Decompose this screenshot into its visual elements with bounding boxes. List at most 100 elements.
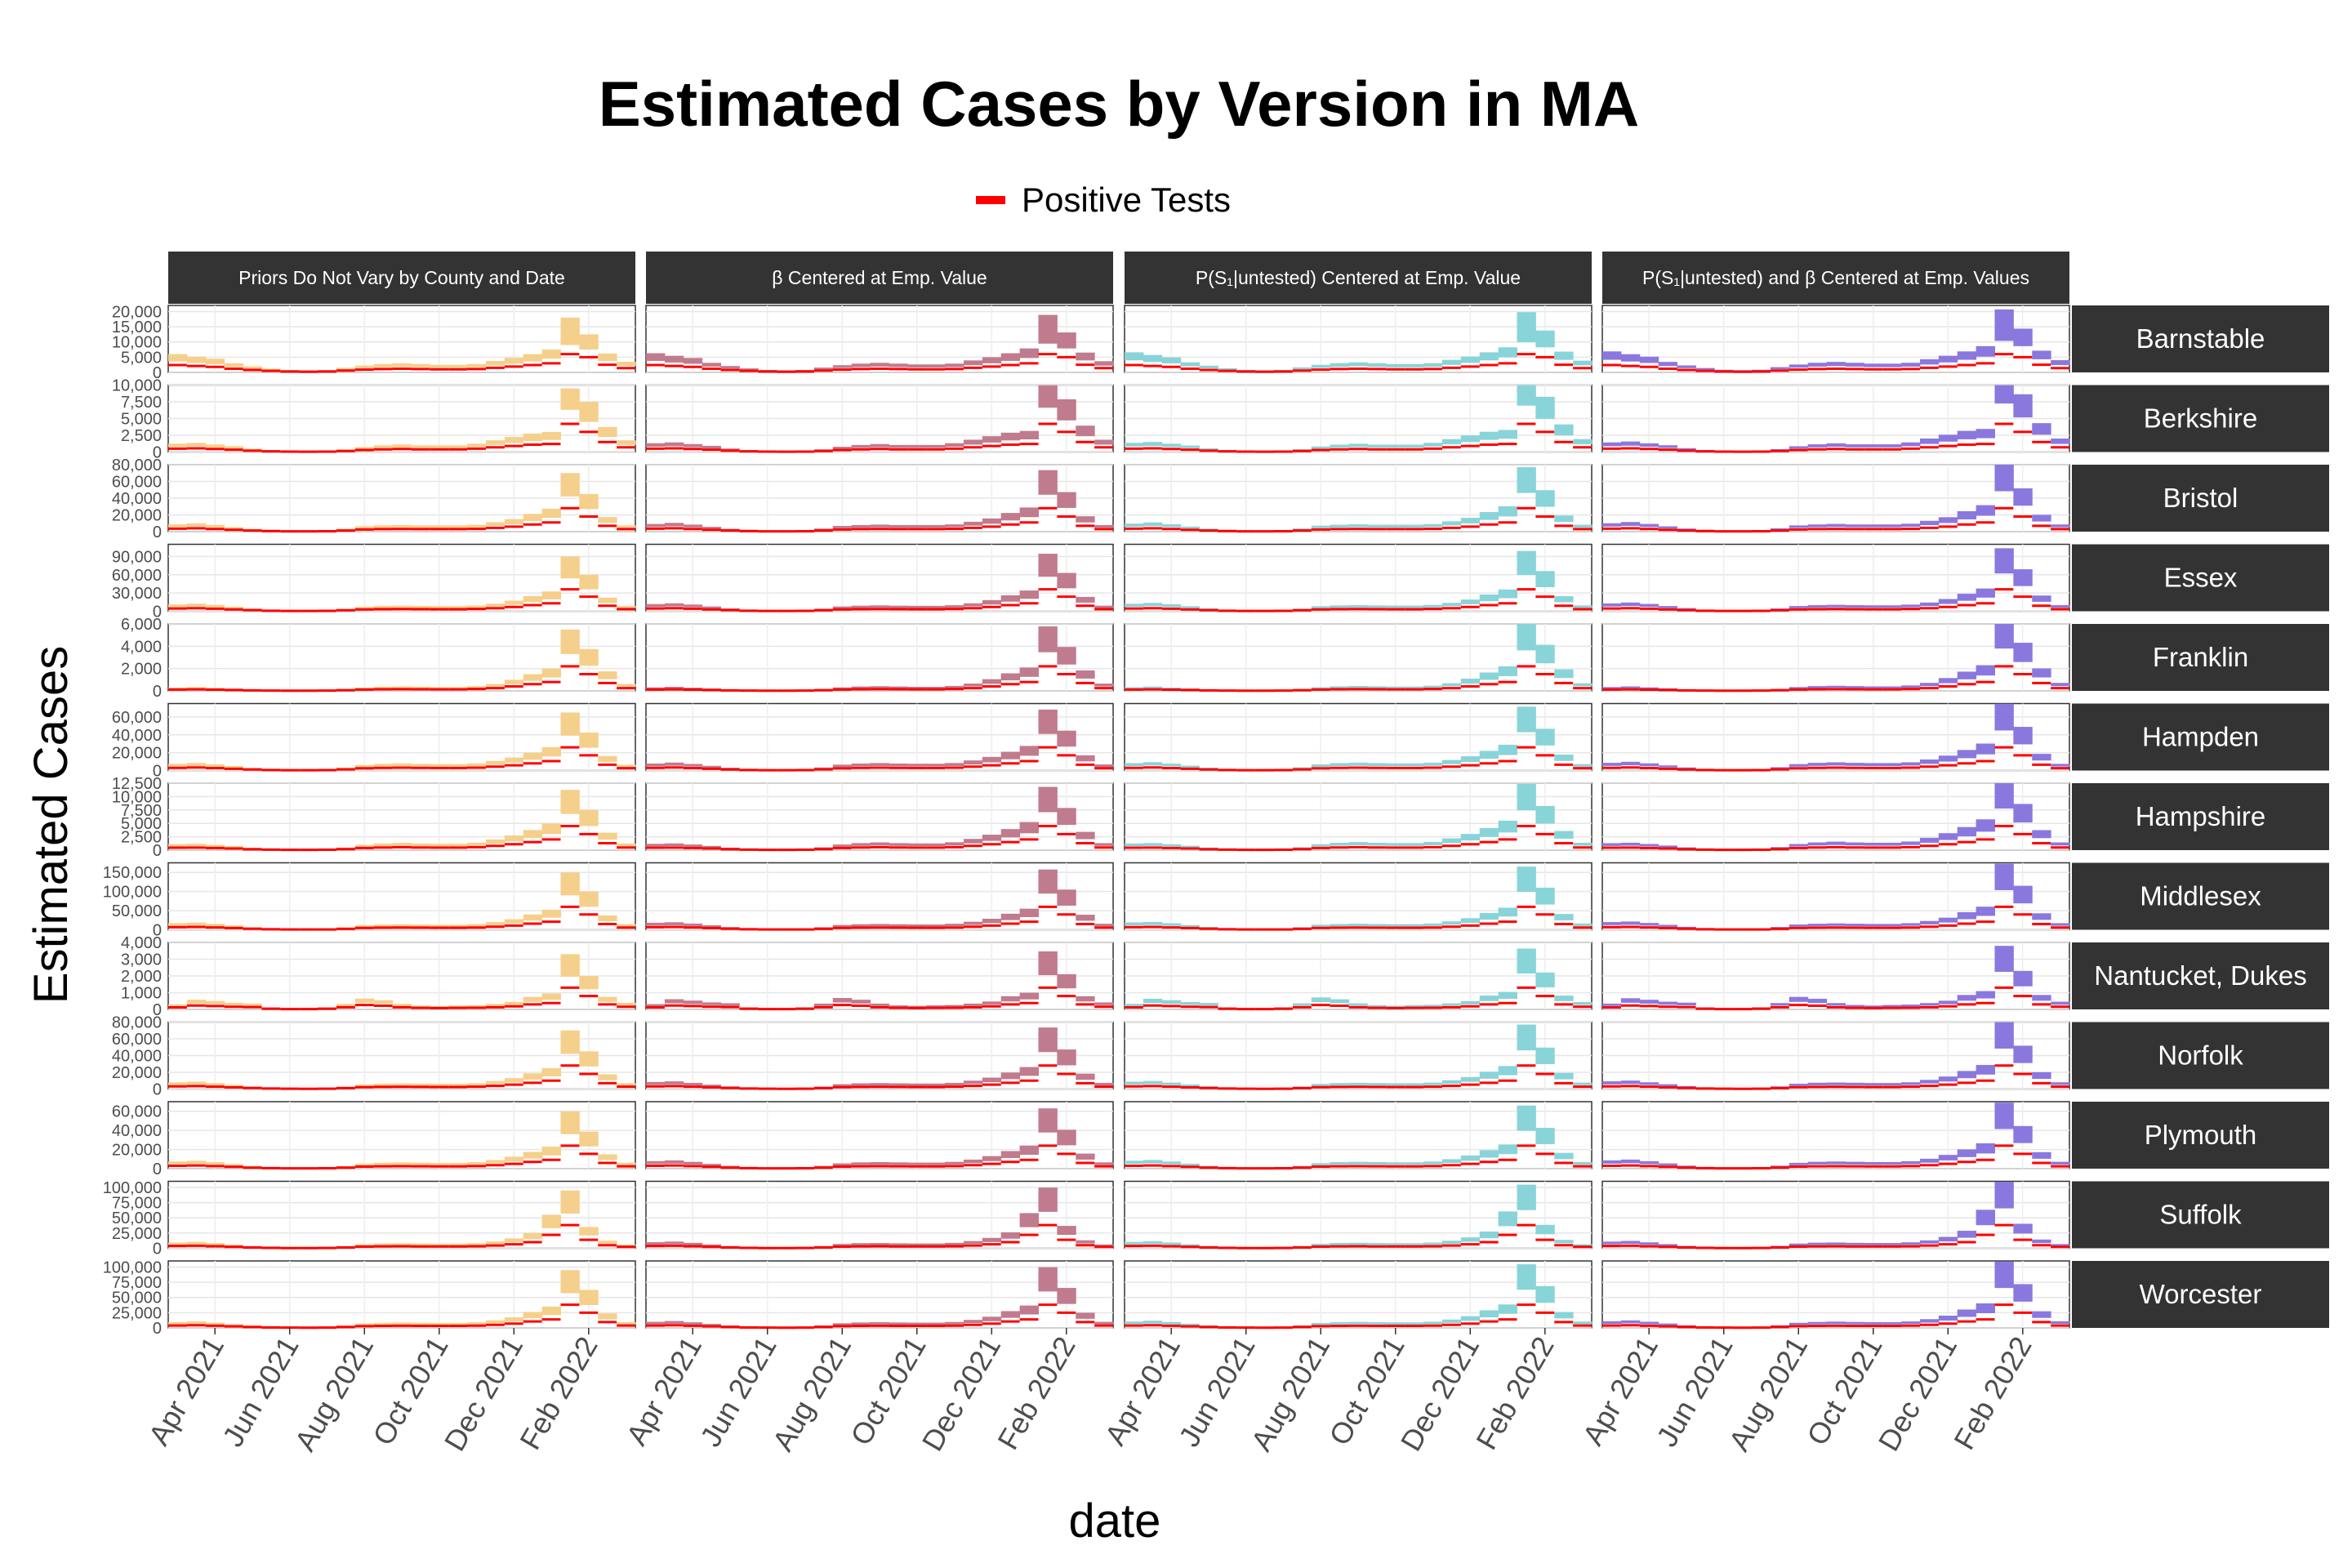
estimate-range-bar [1479, 595, 1499, 602]
estimate-range-bar [579, 334, 599, 350]
panel-middlesex-3 [1124, 862, 1592, 931]
estimate-range-bar [1311, 997, 1331, 1003]
estimate-range-bar [1639, 844, 1659, 847]
estimate-range-bar [720, 448, 740, 450]
estimate-range-bar [1386, 444, 1405, 448]
estimate-range-bar [646, 443, 666, 448]
estimate-range-bar [1076, 1312, 1095, 1319]
estimate-range-bar [2013, 1125, 2033, 1143]
y-tick-label: 10,000 [112, 377, 162, 395]
facet-strip-label-4: P(S₁|untested) and β Centered at Emp. Va… [1642, 267, 2029, 288]
estimate-range-bar [1620, 441, 1641, 446]
estimate-range-bar [448, 844, 468, 847]
estimate-range-bar [1038, 1267, 1058, 1292]
estimate-range-bar [1554, 424, 1574, 436]
estimate-range-bar [1788, 364, 1809, 368]
estimate-range-bar [1094, 684, 1114, 687]
y-tick-label: 25,000 [112, 1304, 162, 1322]
estimate-range-bar [1479, 672, 1499, 680]
estimate-range-bar [504, 600, 524, 605]
estimate-range-bar [523, 1152, 543, 1159]
estimate-range-bar [373, 843, 394, 847]
estimate-range-bar [392, 444, 412, 448]
estimate-range-bar [224, 1002, 244, 1006]
estimate-range-bar [523, 514, 543, 521]
estimate-range-bar [598, 671, 617, 679]
estimate-range-bar [467, 1322, 487, 1325]
estimate-range-bar [1094, 1244, 1114, 1246]
estimate-range-bar [646, 353, 666, 361]
county-label-plymouth: Plymouth [2145, 1120, 2257, 1150]
estimate-range-bar [617, 1083, 636, 1086]
estimate-range-bar [392, 1083, 412, 1086]
estimate-range-bar [1348, 1161, 1368, 1165]
estimate-range-bar [926, 605, 946, 608]
estimate-range-bar [1807, 363, 1828, 367]
estimate-range-bar [664, 442, 684, 447]
estimate-range-bar [205, 844, 225, 848]
estimate-range-bar [224, 846, 244, 849]
estimate-range-bar [851, 1083, 871, 1086]
estimate-range-bar [945, 685, 964, 688]
county-label-worcester: Worcester [2140, 1279, 2262, 1309]
estimate-range-bar [504, 757, 524, 763]
estimate-range-bar [1994, 385, 2014, 404]
estimate-range-bar [1125, 352, 1144, 361]
estimate-range-bar [1957, 1149, 1977, 1157]
estimate-range-bar [1386, 605, 1405, 608]
estimate-range-bar [1573, 1244, 1592, 1246]
estimate-range-bar [1602, 442, 1622, 447]
y-tick-label: 75,000 [112, 1195, 162, 1213]
estimate-range-bar [560, 1270, 580, 1294]
estimate-range-bar [1554, 1312, 1574, 1319]
panel-franklin-1 [167, 623, 636, 692]
estimate-range-bar [1639, 1000, 1659, 1004]
estimate-range-bar [1125, 763, 1144, 767]
estimate-range-bar [168, 687, 188, 689]
estimate-range-bar [1311, 525, 1331, 528]
estimate-range-bar [1957, 510, 1977, 519]
estimate-range-bar [982, 436, 1002, 443]
estimate-range-bar [523, 1232, 543, 1240]
estimate-range-bar [1807, 1161, 1828, 1165]
estimate-range-bar [1460, 599, 1481, 604]
estimate-range-bar [2051, 1161, 2070, 1165]
estimate-range-bar [2051, 359, 2070, 365]
panel-hampden-3 [1124, 702, 1592, 772]
estimate-range-bar [598, 1241, 617, 1244]
estimate-range-bar [1423, 1321, 1443, 1325]
estimate-range-bar [1788, 844, 1809, 847]
estimate-range-bar [205, 1000, 225, 1004]
estimate-range-bar [1076, 352, 1095, 361]
estimate-range-bar [1498, 347, 1517, 358]
estimate-range-bar [485, 440, 506, 445]
estimate-range-bar [205, 688, 225, 689]
estimate-range-bar [579, 733, 599, 748]
estimate-range-bar [889, 524, 908, 528]
estimate-range-bar [1602, 687, 1622, 689]
estimate-range-bar [430, 1005, 449, 1008]
estimate-range-bar [1019, 1213, 1039, 1227]
estimate-range-bar [523, 996, 543, 1002]
estimate-range-bar [1292, 449, 1312, 451]
estimate-range-bar [448, 1243, 468, 1246]
estimate-range-bar [1441, 1159, 1462, 1164]
estimate-range-bar [467, 842, 487, 846]
estimate-range-bar [1405, 924, 1424, 927]
estimate-range-bar [739, 368, 759, 371]
estimate-range-bar [1535, 887, 1555, 905]
estimate-range-bar [646, 844, 666, 847]
y-tick-label: 0 [153, 1241, 162, 1258]
estimate-range-bar [1994, 309, 2014, 341]
estimate-range-bar [354, 1244, 375, 1246]
estimate-range-bar [186, 922, 207, 926]
estimate-range-bar [1620, 522, 1641, 526]
estimate-range-bar [186, 844, 207, 847]
estimate-range-bar [702, 363, 722, 367]
estimate-range-bar [982, 1237, 1002, 1242]
estimate-range-bar [1076, 425, 1095, 437]
estimate-range-bar [1882, 1321, 1902, 1325]
estimate-range-bar [205, 924, 225, 927]
estimate-range-bar [430, 687, 449, 689]
estimate-range-bar [1845, 842, 1864, 846]
